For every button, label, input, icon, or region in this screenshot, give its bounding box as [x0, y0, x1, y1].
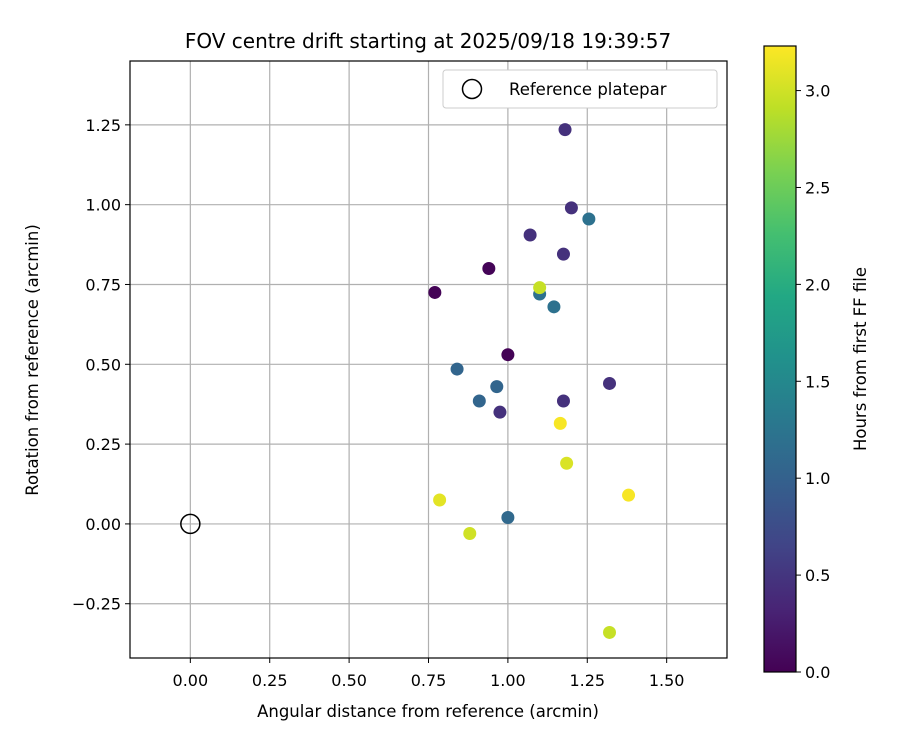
- x-tick-label-0: 0.00: [173, 671, 209, 690]
- x-axis-label: Angular distance from reference (arcmin): [257, 702, 599, 721]
- data-point-16: [501, 511, 515, 525]
- data-point-6: [556, 247, 570, 261]
- data-point-2: [501, 348, 515, 362]
- reference-platepar-marker: [180, 513, 201, 535]
- colorbar-tick-label-6: 3.0: [805, 82, 830, 101]
- colorbar-tick-label-1: 0.5: [805, 566, 830, 585]
- legend: Reference platepar: [442, 69, 718, 109]
- y-tick-label-2: 0.25: [85, 435, 121, 454]
- grid-lines: [130, 61, 727, 658]
- y-tick-label-3: 0.50: [85, 355, 121, 374]
- legend-label-reference: Reference platepar: [509, 80, 667, 99]
- data-point-23: [603, 625, 617, 639]
- legend-box: [442, 69, 718, 109]
- y-axis-ticks: −0.25 0.00 0.25 0.50 0.75 1.00 1.25: [72, 116, 130, 614]
- colorbar-tick-label-0: 0.0: [805, 663, 830, 682]
- data-point-20: [622, 488, 636, 502]
- colorbar-tick-label-3: 1.5: [805, 372, 830, 391]
- colorbar-tick-label-4: 2.0: [805, 275, 830, 294]
- colorbar-ticks: 0.0 0.5 1.0 1.5 2.0 2.5 3.0: [796, 82, 830, 682]
- y-tick-label-5: 1.00: [85, 196, 121, 215]
- data-point-4: [564, 201, 578, 215]
- data-point-14: [490, 380, 504, 394]
- colorbar-label: Hours from first FF file: [851, 267, 870, 451]
- chart-title: FOV centre drift starting at 2025/09/18 …: [185, 29, 671, 53]
- data-point-21: [433, 493, 447, 507]
- data-point-18: [553, 416, 567, 430]
- x-tick-label-5: 1.25: [569, 671, 605, 690]
- colorbar-tick-label-5: 2.5: [805, 178, 830, 197]
- data-point-5: [523, 228, 537, 242]
- data-point-10: [582, 212, 596, 226]
- x-tick-label-3: 0.75: [411, 671, 447, 690]
- x-tick-label-6: 1.50: [649, 671, 685, 690]
- data-point-3: [558, 123, 572, 137]
- data-point-15: [472, 394, 486, 408]
- data-point-9: [556, 394, 570, 408]
- x-axis-ticks: 0.00 0.25 0.50 0.75 1.00 1.25 1.50: [173, 658, 685, 690]
- data-point-0: [428, 285, 442, 299]
- data-point-17: [533, 281, 547, 295]
- colorbar-tick-label-2: 1.0: [805, 469, 830, 488]
- data-point-7: [603, 376, 617, 390]
- data-point-22: [463, 526, 477, 540]
- data-point-12: [547, 300, 561, 314]
- colorbar-frame: [763, 45, 797, 673]
- data-point-19: [560, 456, 574, 470]
- data-point-13: [450, 362, 464, 376]
- legend-marker-reference: [461, 78, 483, 100]
- y-tick-label-1: 0.00: [85, 515, 121, 534]
- data-point-8: [493, 405, 507, 419]
- y-tick-label-6: 1.25: [85, 116, 121, 135]
- colorbar-fill: [764, 46, 796, 672]
- x-tick-label-4: 1.00: [490, 671, 526, 690]
- data-points: [428, 123, 636, 639]
- y-tick-label-0: −0.25: [72, 595, 121, 614]
- y-tick-label-4: 0.75: [85, 275, 121, 294]
- data-point-1: [482, 262, 496, 276]
- colorbar: 0.0 0.5 1.0 1.5 2.0 2.5 3.0 Hours from first F…: [763, 45, 870, 682]
- x-tick-label-1: 0.25: [252, 671, 288, 690]
- y-axis-label: Rotation from reference (arcmin): [23, 224, 42, 496]
- reference-marker-group: [180, 513, 201, 535]
- x-tick-label-2: 0.50: [331, 671, 367, 690]
